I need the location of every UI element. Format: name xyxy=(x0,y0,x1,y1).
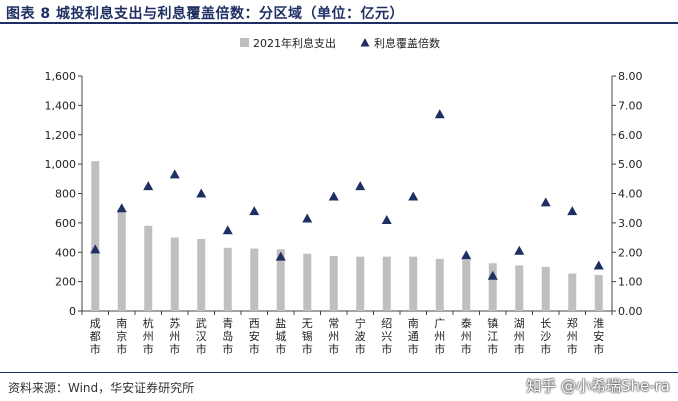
y-right-tick-label: 7.00 xyxy=(618,99,643,112)
legend-marker-label: 利息覆盖倍数 xyxy=(374,36,440,50)
bar xyxy=(382,256,391,311)
y-left-tick-label: 1,400 xyxy=(45,99,77,112)
bar xyxy=(91,161,100,311)
markers xyxy=(90,109,604,280)
bar xyxy=(515,265,524,311)
bar xyxy=(356,256,365,311)
bar xyxy=(250,248,259,311)
x-tick-label: 淮安市 xyxy=(593,317,604,356)
y-left-tick-label: 1,000 xyxy=(45,158,77,171)
bar xyxy=(409,256,418,311)
x-tick-label: 常州市 xyxy=(328,317,339,356)
y-left-tick-label: 0 xyxy=(69,305,76,318)
y-left-tick-label: 400 xyxy=(55,246,76,259)
bar xyxy=(329,255,338,311)
y-right-tick-label: 4.00 xyxy=(618,188,643,201)
x-tick-label: 南京市 xyxy=(116,317,127,356)
coverage-marker xyxy=(408,191,419,201)
axes: 0 200 400 600 800 1,000 1,200 1,400 1,600 0.00 1.0… xyxy=(45,70,643,318)
coverage-marker xyxy=(567,206,578,216)
source-bar: 资料来源：Wind，华安证券研究所 知乎 @小希瑞She-ra xyxy=(0,372,678,401)
y-right-tick-label: 8.00 xyxy=(618,70,643,83)
x-tick-label: 无锡市 xyxy=(302,317,313,356)
y-right-tick-label: 2.00 xyxy=(618,246,643,259)
y-left-tick-label: 1,200 xyxy=(45,129,77,142)
y-right-tick-label: 3.00 xyxy=(618,217,643,230)
coverage-marker xyxy=(302,213,313,223)
x-tick-label: 盐城市 xyxy=(275,317,286,356)
bar xyxy=(170,237,179,311)
x-tick-label: 广州市 xyxy=(434,317,445,356)
x-tick-label: 郑州市 xyxy=(567,316,578,356)
coverage-marker xyxy=(222,225,233,235)
chart-title: 图表 8 城投利息支出与利息覆盖倍数：分区域（单位：亿元） xyxy=(6,6,404,22)
coverage-marker xyxy=(461,250,472,260)
legend-bar-swatch xyxy=(240,38,249,47)
y-right-tick-label: 6.00 xyxy=(618,129,643,142)
y-left-tick-label: 200 xyxy=(55,276,76,289)
y-right-tick-label: 0.00 xyxy=(618,305,643,318)
legend-bar-label: 2021年利息支出 xyxy=(253,36,336,50)
x-tick-label: 长沙市 xyxy=(540,317,551,356)
bar xyxy=(276,249,285,311)
x-tick-label: 青岛市 xyxy=(222,317,233,356)
bar xyxy=(541,266,550,311)
y-right-tick-label: 1.00 xyxy=(618,276,643,289)
bars xyxy=(91,161,603,311)
x-tick-labels: 成都市 南京市 杭州市 苏州市 武汉市 青岛市 西安市 盐城市 无锡市 常州市 宁波市 绍兴市 南通市 广… xyxy=(81,311,613,356)
watermark: 知乎 @小希瑞She-ra xyxy=(526,377,670,395)
bar xyxy=(594,275,603,311)
title-bar: 图表 8 城投利息支出与利息覆盖倍数：分区域（单位：亿元） xyxy=(0,0,678,24)
coverage-marker xyxy=(328,191,339,201)
coverage-marker xyxy=(143,181,154,191)
source-note: 资料来源：Wind，华安证券研究所 xyxy=(8,381,195,395)
x-tick-label: 湖州市 xyxy=(514,317,525,356)
coverage-marker xyxy=(116,203,127,213)
coverage-marker xyxy=(355,181,366,191)
bar xyxy=(303,253,312,311)
x-tick-label: 镇江市 xyxy=(487,316,498,356)
x-tick-label: 成都市 xyxy=(90,317,101,356)
coverage-marker xyxy=(275,251,286,261)
coverage-marker xyxy=(487,270,498,280)
x-tick-label: 西安市 xyxy=(249,317,260,356)
x-tick-label: 泰州市 xyxy=(461,316,472,356)
y-left-tick-label: 1,600 xyxy=(45,70,77,83)
legend-triangle-marker xyxy=(360,38,370,47)
coverage-marker xyxy=(540,197,551,207)
x-tick-label: 绍兴市 xyxy=(381,316,392,356)
x-tick-label: 南通市 xyxy=(408,317,419,356)
y-left-tick-label: 800 xyxy=(55,188,76,201)
bar xyxy=(488,263,497,311)
coverage-marker xyxy=(90,244,101,254)
y-left-tick-label: 600 xyxy=(55,217,76,230)
coverage-marker xyxy=(514,245,525,255)
bar xyxy=(117,211,126,311)
bar xyxy=(568,273,577,311)
bar xyxy=(144,225,153,311)
bar xyxy=(197,239,206,311)
coverage-marker xyxy=(249,206,260,216)
x-tick-label: 杭州市 xyxy=(143,316,154,356)
x-tick-label: 武汉市 xyxy=(196,317,207,356)
coverage-marker xyxy=(381,214,392,224)
bar xyxy=(223,247,232,311)
x-tick-label: 苏州市 xyxy=(169,317,180,356)
coverage-marker xyxy=(593,260,604,270)
coverage-marker xyxy=(434,109,445,119)
chart: 2021年利息支出 利息覆盖倍数 0 200 400 600 800 1,000 1,200… xyxy=(45,36,643,356)
legend: 2021年利息支出 利息覆盖倍数 xyxy=(240,36,440,50)
x-tick-label: 宁波市 xyxy=(355,316,366,356)
bar xyxy=(435,258,444,311)
bar xyxy=(462,259,471,311)
y-right-tick-label: 5.00 xyxy=(618,158,643,171)
coverage-marker xyxy=(196,188,207,198)
coverage-marker xyxy=(169,169,180,179)
